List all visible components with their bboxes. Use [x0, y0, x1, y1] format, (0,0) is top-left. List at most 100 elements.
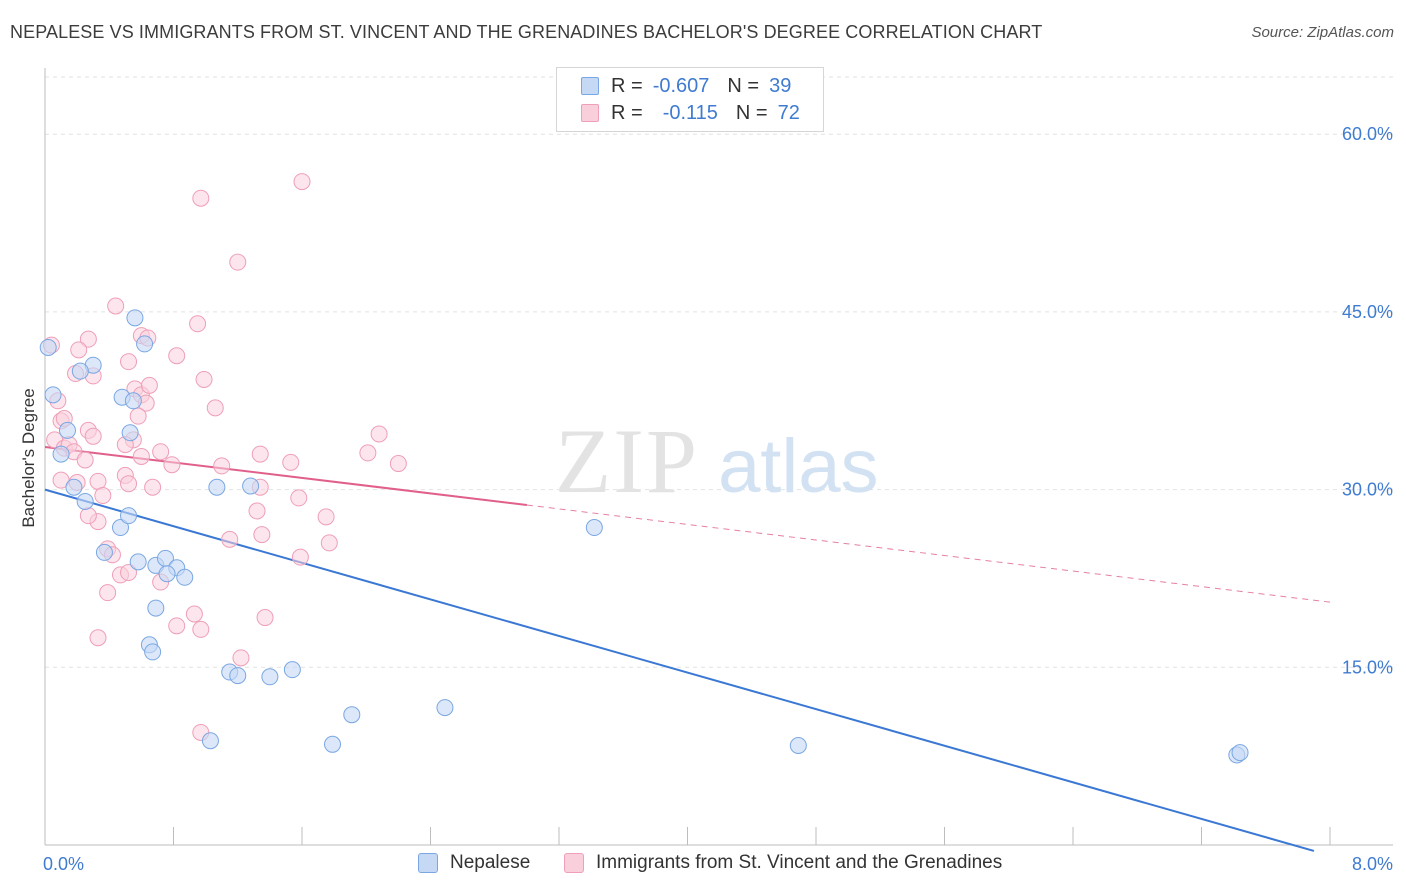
data-point-nepalese — [147, 599, 165, 617]
data-point-nepalese — [120, 507, 138, 525]
data-point-immigrants — [144, 478, 162, 496]
data-point-immigrants — [168, 347, 186, 365]
data-point-immigrants — [192, 189, 210, 207]
y-tick-label: 45.0% — [1342, 302, 1393, 322]
data-point-immigrants — [370, 425, 388, 443]
grid-lines — [45, 76, 1393, 668]
data-point-nepalese — [343, 706, 361, 724]
legend-row-immigrants: R = -0.115 N = 72 — [581, 100, 800, 126]
axes — [44, 68, 1393, 846]
data-point-nepalese — [789, 736, 807, 754]
data-point-immigrants — [120, 475, 138, 493]
data-point-nepalese — [39, 338, 57, 356]
data-point-immigrants — [79, 507, 97, 525]
trend-line-immigrants — [44, 445, 527, 507]
data-point-immigrants — [76, 451, 94, 469]
legend-r-value: -0.115 — [662, 101, 718, 124]
data-point-nepalese — [229, 667, 247, 685]
legend-r-label: R = — [611, 101, 643, 124]
y-axis-label: Bachelor's Degree — [19, 388, 38, 527]
data-point-nepalese — [121, 424, 139, 442]
x-tick-label: 8.0% — [1352, 854, 1393, 874]
data-point-immigrants — [189, 315, 207, 333]
data-point-immigrants — [94, 487, 112, 505]
data-points — [39, 173, 1249, 764]
data-point-immigrants — [232, 649, 250, 667]
data-point-immigrants — [282, 453, 300, 471]
source-label: Source: ZipAtlas.com — [1251, 24, 1394, 41]
data-point-immigrants — [221, 530, 239, 548]
legend-label-immigrants: Immigrants from St. Vincent and the Gren… — [596, 852, 1003, 873]
data-point-immigrants — [359, 444, 377, 462]
legend-item-immigrants: Immigrants from St. Vincent and the Gren… — [564, 852, 1002, 874]
data-point-immigrants — [132, 447, 150, 465]
data-point-nepalese — [242, 477, 260, 495]
data-point-nepalese — [65, 478, 83, 496]
legend-swatch-nepalese — [581, 77, 599, 95]
data-point-nepalese — [585, 519, 603, 537]
watermark-atlas: atlas — [718, 424, 879, 509]
data-point-immigrants — [291, 548, 309, 566]
data-point-immigrants — [317, 508, 335, 526]
data-point-nepalese — [158, 565, 176, 583]
legend-n-label: N = — [735, 101, 768, 124]
data-point-nepalese — [208, 478, 226, 496]
x-tick-label: 0.0% — [43, 854, 84, 874]
data-point-immigrants — [206, 399, 224, 417]
data-point-immigrants — [389, 455, 407, 473]
legend-swatch-immigrants — [564, 853, 584, 873]
data-point-immigrants — [253, 526, 271, 544]
data-point-immigrants — [152, 443, 170, 461]
data-point-nepalese — [436, 699, 454, 717]
data-point-nepalese — [44, 386, 62, 404]
data-point-nepalese — [95, 543, 113, 561]
data-point-immigrants — [256, 609, 274, 627]
data-point-immigrants — [248, 502, 266, 520]
legend-r-label: R = — [611, 74, 643, 97]
tick-labels: 15.0% 30.0% 45.0% 60.0% 0.0% 8.0% — [43, 124, 1393, 874]
data-point-nepalese — [126, 309, 144, 327]
data-point-nepalese — [58, 421, 76, 439]
data-point-nepalese — [144, 643, 162, 661]
chart-title: NEPALESE VS IMMIGRANTS FROM ST. VINCENT … — [10, 22, 1043, 42]
data-point-immigrants — [140, 376, 158, 394]
data-point-immigrants — [251, 445, 269, 463]
data-point-immigrants — [192, 620, 210, 638]
data-point-immigrants — [120, 353, 138, 371]
data-point-nepalese — [324, 735, 342, 753]
data-point-immigrants — [84, 427, 102, 445]
data-point-immigrants — [320, 534, 338, 552]
data-point-nepalese — [71, 362, 89, 380]
watermark: ZIP atlas — [555, 410, 879, 512]
data-point-immigrants — [79, 330, 97, 348]
legend-n-value: 72 — [777, 101, 800, 124]
y-tick-label: 60.0% — [1342, 124, 1393, 144]
legend-row-nepalese: R = -0.607 N = 39 — [581, 73, 791, 99]
y-tick-label: 15.0% — [1342, 657, 1393, 677]
y-tick-label: 30.0% — [1342, 480, 1393, 500]
data-point-immigrants — [89, 629, 107, 647]
legend-n-value: 39 — [769, 74, 792, 97]
data-point-immigrants — [229, 253, 247, 271]
data-point-nepalese — [111, 519, 129, 537]
data-point-nepalese — [124, 392, 142, 410]
data-point-immigrants — [185, 605, 203, 623]
data-point-nepalese — [52, 445, 70, 463]
series-legend: Nepalese Immigrants from St. Vincent and… — [0, 852, 1406, 878]
trend-line-immigrants-extension — [526, 504, 1331, 603]
data-point-immigrants — [129, 407, 147, 425]
data-point-nepalese — [261, 668, 279, 686]
trend-lines — [44, 445, 1331, 852]
data-point-immigrants — [213, 457, 231, 475]
data-point-immigrants — [293, 173, 311, 191]
data-point-nepalese — [176, 568, 194, 586]
data-point-immigrants — [163, 456, 181, 474]
data-point-nepalese — [129, 553, 147, 571]
trend-line-nepalese — [44, 488, 1315, 852]
data-point-nepalese — [136, 335, 154, 353]
watermark-zip: ZIP — [555, 410, 699, 512]
legend-r-value: -0.607 — [652, 74, 710, 97]
legend-item-nepalese: Nepalese — [418, 852, 530, 874]
data-point-nepalese — [201, 732, 219, 750]
